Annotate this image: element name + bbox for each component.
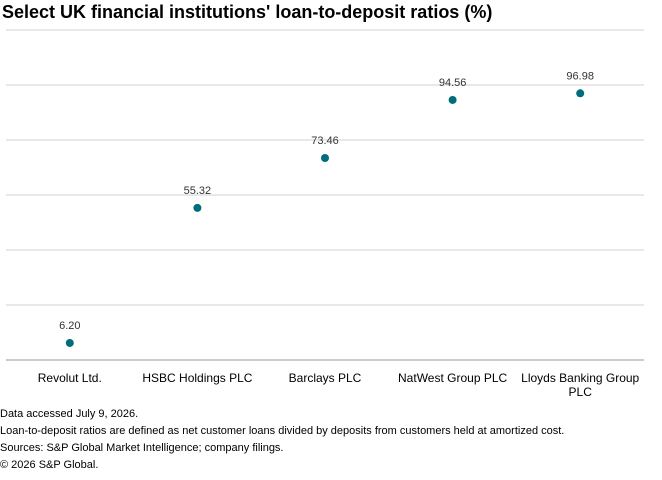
footnote-sources: Sources: S&P Global Market Intelligence;… bbox=[0, 442, 284, 454]
value-label: 73.46 bbox=[311, 135, 339, 147]
data-point bbox=[65, 338, 74, 347]
value-label: 55.32 bbox=[184, 185, 212, 197]
chart-title: Select UK financial institutions' loan-t… bbox=[2, 2, 493, 22]
footnote-data-accessed: Data accessed July 9, 2026. bbox=[0, 408, 139, 420]
data-point bbox=[448, 95, 457, 104]
category-labels: Revolut Ltd. HSBC Holdings PLC Barclays PL… bbox=[38, 371, 640, 399]
value-labels: 6.20 55.32 73.46 94.56 96.98 bbox=[59, 70, 594, 332]
value-label: 94.56 bbox=[439, 77, 467, 89]
category-label: Lloyds Banking Group PLC bbox=[521, 371, 639, 399]
category-label: Revolut Ltd. bbox=[38, 371, 102, 385]
scatter-chart: 6.20 55.32 73.46 94.56 96.98 Revolut Ltd. HSB… bbox=[6, 29, 644, 399]
data-points bbox=[65, 89, 585, 347]
data-point bbox=[193, 203, 202, 212]
footnotes: Data accessed July 9, 2026. Loan-to-depo… bbox=[0, 406, 564, 474]
value-label: 96.98 bbox=[566, 70, 594, 82]
category-label: Barclays PLC bbox=[289, 371, 362, 385]
footnote-definition: Loan-to-deposit ratios are defined as ne… bbox=[0, 425, 565, 437]
value-label: 6.20 bbox=[59, 320, 80, 332]
footnote-copyright: © 2026 S&P Global. bbox=[0, 459, 99, 471]
category-label: NatWest Group PLC bbox=[398, 371, 507, 385]
category-label: HSBC Holdings PLC bbox=[142, 371, 252, 385]
gridlines bbox=[6, 29, 644, 361]
data-point bbox=[321, 153, 329, 162]
data-point bbox=[576, 89, 585, 98]
